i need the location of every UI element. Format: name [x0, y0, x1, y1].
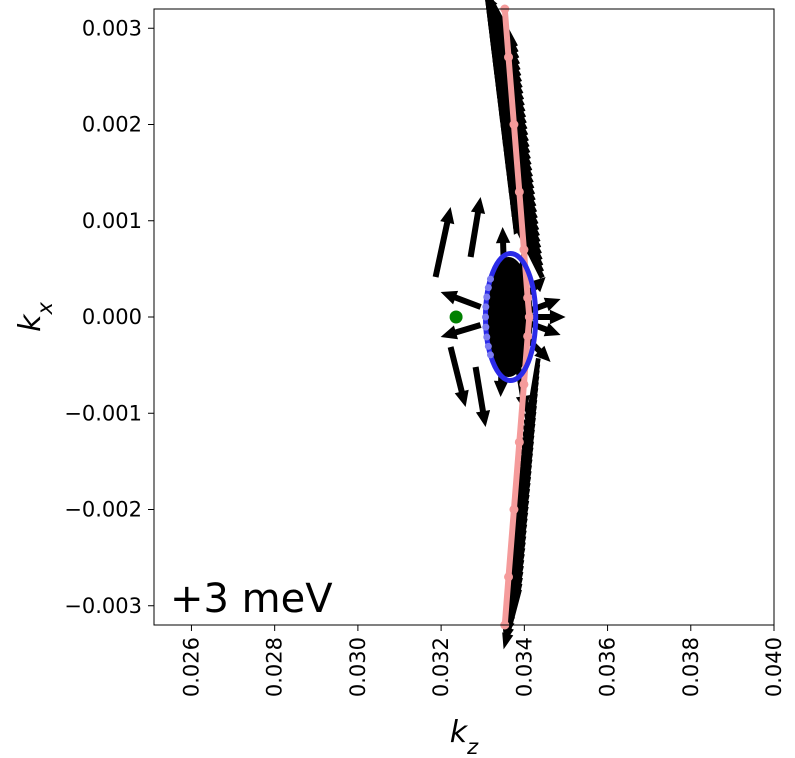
y-axis-ticks: 0.003 0.002 0.001 0.000 −0.001 −0.002 −0.003	[64, 16, 154, 618]
y-tick-label: −0.002	[64, 498, 142, 522]
x-axis-ticks: 0.026 0.028 0.030 0.032 0.034 0.036 0.038 0.040	[179, 625, 786, 697]
y-tick-label: 0.001	[82, 209, 142, 233]
pink-curve-point	[523, 331, 533, 341]
pink-curve-point	[514, 437, 524, 447]
y-tick-label: 0.002	[82, 113, 142, 137]
field-arrow	[440, 290, 482, 310]
field-arrow	[472, 366, 491, 427]
blue-ellipse-point	[483, 293, 491, 301]
field-arrow	[530, 309, 566, 325]
y-tick-label: 0.003	[82, 16, 142, 40]
x-tick-label: 0.030	[346, 637, 370, 697]
x-tick-label: 0.036	[596, 637, 620, 697]
pink-curve-point	[523, 293, 533, 303]
blue-ellipse-point	[486, 351, 494, 359]
blue-ellipse-point	[482, 313, 490, 321]
field-arrow	[447, 346, 469, 407]
pink-curve-point	[509, 505, 519, 514]
blue-ellipse-point	[484, 342, 492, 350]
y-axis-label: kx	[13, 302, 57, 332]
data-series	[449, 4, 539, 630]
energy-annotation: +3 meV	[170, 576, 333, 622]
blue-ellipse-point	[486, 275, 494, 283]
field-arrow	[525, 358, 541, 419]
field-arrow	[467, 197, 486, 258]
x-tick-label: 0.038	[679, 637, 703, 697]
x-tick-label: 0.034	[512, 637, 536, 697]
x-tick-label: 0.040	[762, 637, 786, 697]
green-point	[449, 310, 463, 324]
x-tick-label: 0.028	[263, 637, 287, 697]
blue-ellipse-point	[484, 284, 492, 292]
y-tick-label: −0.001	[64, 401, 142, 425]
pink-curve-point	[519, 379, 529, 389]
pink-curve-point	[504, 52, 514, 62]
x-tick-label: 0.032	[429, 637, 453, 697]
blue-ellipse-point	[483, 333, 491, 341]
pink-curve-point	[519, 245, 529, 255]
pink-curve-point	[524, 312, 534, 322]
pink-curve-point	[514, 187, 524, 197]
pink-curve-point	[504, 572, 514, 582]
y-tick-label: −0.003	[64, 594, 142, 618]
arrow-core	[484, 257, 533, 377]
blue-ellipse-point	[482, 323, 490, 331]
field-arrow	[432, 207, 455, 278]
x-tick-label: 0.026	[179, 637, 203, 697]
y-tick-label: 0.000	[82, 305, 142, 329]
pink-curve-point	[509, 120, 519, 129]
field-arrow	[440, 322, 482, 340]
blue-ellipse-point	[482, 303, 490, 311]
x-axis-label: kz	[450, 715, 479, 758]
